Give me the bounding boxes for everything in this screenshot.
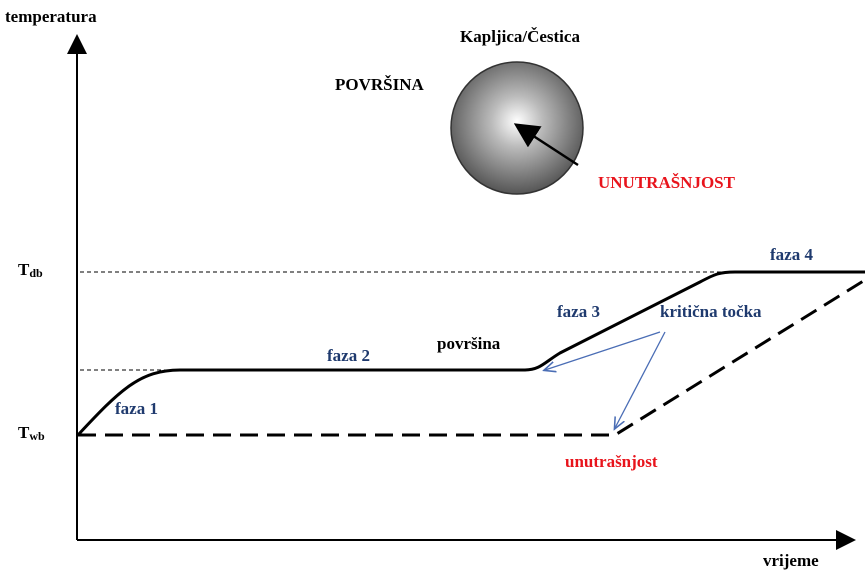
particle xyxy=(450,61,584,195)
surface-curve-label: površina xyxy=(437,334,501,353)
phase-label: faza 4 xyxy=(770,245,813,264)
surface-curve xyxy=(76,270,865,437)
y-axis-label: temperatura xyxy=(5,7,97,26)
surface-label: POVRŠINA xyxy=(335,75,425,94)
subscript: db xyxy=(29,266,43,280)
interior-arrow xyxy=(513,123,579,167)
particle-title: Kapljica/Čestica xyxy=(460,27,580,46)
interior-curve xyxy=(78,278,865,437)
tdb-label: Tdb xyxy=(18,260,43,280)
interior-curve-label: unutrašnjost xyxy=(565,452,658,471)
x-axis-label: vrijeme xyxy=(763,551,819,570)
symbol: T xyxy=(18,423,30,442)
symbol: T xyxy=(18,260,30,279)
twb-label: Twb xyxy=(18,423,45,443)
subscript: wb xyxy=(29,429,45,443)
critical-arrow xyxy=(545,331,661,370)
phase-label: faza 2 xyxy=(327,346,370,365)
phase-label: faza 1 xyxy=(115,399,158,418)
interior-label: UNUTRAŠNJOST xyxy=(598,173,736,192)
phase-label: faza 3 xyxy=(557,302,600,321)
critical-point-label: kritična točka xyxy=(660,302,762,321)
critical-arrow xyxy=(615,331,666,428)
